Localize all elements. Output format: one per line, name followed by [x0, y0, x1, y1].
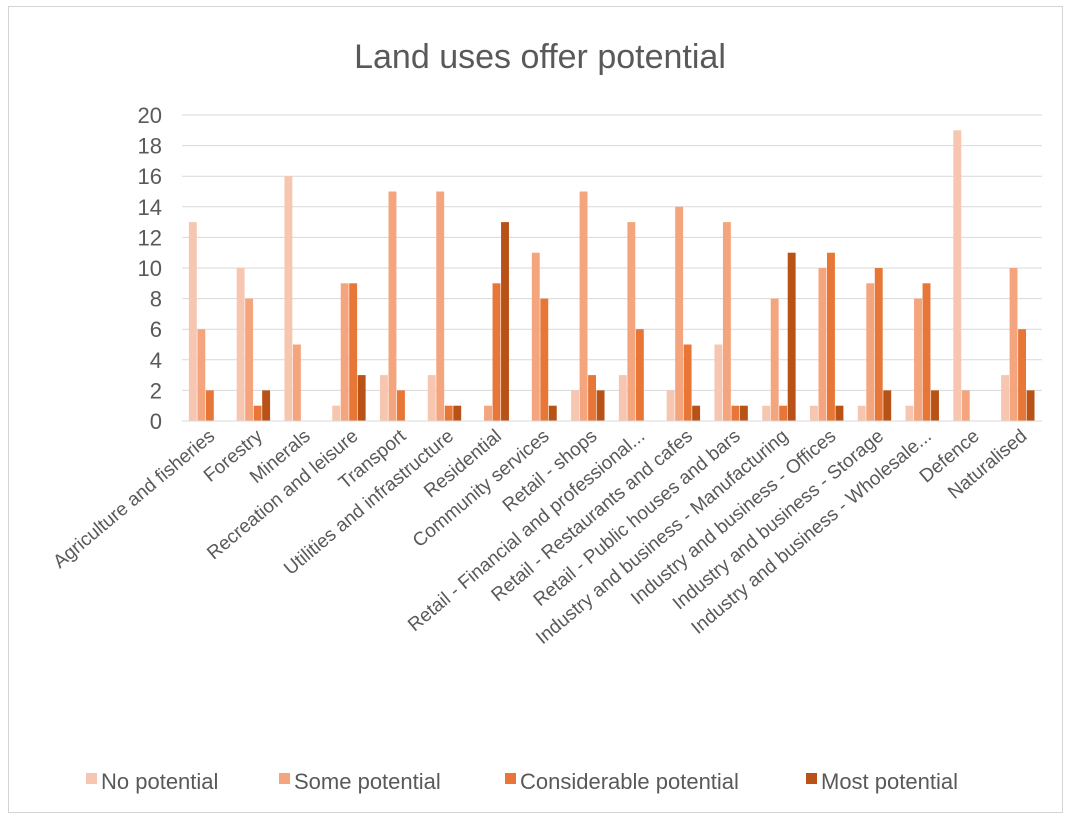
bar [787, 252, 796, 421]
bar [931, 390, 939, 421]
bar [188, 222, 197, 421]
bar [883, 390, 892, 421]
y-tick-label: 16 [138, 164, 162, 189]
y-tick-label: 0 [150, 409, 162, 434]
bar [340, 283, 349, 421]
bars [188, 130, 1035, 422]
bar [692, 405, 701, 421]
bar [635, 329, 644, 421]
bar [579, 191, 588, 421]
y-tick-label: 14 [138, 195, 162, 220]
bar [1026, 390, 1035, 421]
bar [922, 283, 931, 421]
bar [666, 390, 675, 421]
bar [484, 405, 492, 421]
bar [835, 405, 844, 421]
bar [627, 222, 636, 421]
bar [262, 390, 271, 421]
legend-swatch [86, 773, 97, 784]
y-tick-label: 10 [138, 256, 162, 281]
bar [492, 283, 501, 421]
bar [810, 405, 818, 421]
bar [427, 375, 436, 421]
bar [722, 222, 731, 421]
gridlines [182, 114, 1042, 422]
x-tick-label: Agriculture and fisheries [49, 426, 219, 573]
chart-title: Land uses offer potential [354, 38, 726, 76]
bar [1009, 268, 1018, 421]
bar [818, 268, 827, 421]
bar [683, 344, 692, 421]
y-tick-label: 6 [150, 317, 162, 342]
legend-label: Some potential [294, 769, 441, 794]
bar [388, 191, 397, 421]
bar [397, 390, 405, 421]
bar [961, 390, 970, 421]
bar [292, 344, 301, 421]
bar [236, 268, 245, 421]
y-tick-label: 20 [138, 103, 162, 128]
bar [197, 329, 206, 421]
y-tick-label: 2 [150, 378, 162, 403]
legend-label: No potential [101, 769, 218, 794]
bar [571, 390, 580, 421]
y-tick-label: 8 [150, 287, 162, 312]
bar [953, 130, 962, 422]
bar [866, 283, 875, 421]
bar [914, 298, 922, 421]
bar [531, 252, 540, 421]
bar [453, 405, 462, 421]
legend-swatch [505, 773, 516, 784]
bar [436, 191, 445, 421]
legend: No potential Some potential Considerable p… [86, 769, 958, 794]
bar [253, 405, 262, 421]
bar [548, 405, 557, 421]
bar [675, 206, 684, 421]
legend-swatch [806, 773, 817, 784]
bar [501, 222, 509, 421]
bar [380, 375, 388, 421]
bar [905, 405, 914, 421]
bar [618, 375, 627, 421]
bar [205, 390, 214, 421]
bar [762, 405, 771, 421]
bar [596, 390, 605, 421]
bar [588, 375, 597, 421]
bar [714, 344, 723, 421]
bar [874, 268, 883, 421]
bar [857, 405, 866, 421]
legend-label: Considerable potential [520, 769, 739, 794]
bar [1001, 375, 1010, 421]
y-axis: 0 2 4 6 8 10 12 14 16 18 20 [138, 103, 162, 434]
x-axis: Agriculture and fisheriesForestryMineral… [49, 420, 1042, 649]
bar [827, 252, 835, 421]
bar [540, 298, 549, 421]
y-tick-label: 12 [138, 225, 162, 250]
bar [332, 405, 341, 421]
legend-swatch [279, 773, 290, 784]
bar [245, 298, 254, 421]
bar [779, 405, 788, 421]
legend-label: Most potential [821, 769, 958, 794]
y-tick-label: 4 [150, 348, 162, 373]
bar [357, 375, 366, 421]
y-tick-label: 18 [138, 134, 162, 159]
bar [444, 405, 453, 421]
bar [739, 405, 748, 421]
bar [770, 298, 779, 421]
bar [349, 283, 358, 421]
bar [1018, 329, 1027, 421]
bar [731, 405, 740, 421]
bar [284, 176, 293, 421]
